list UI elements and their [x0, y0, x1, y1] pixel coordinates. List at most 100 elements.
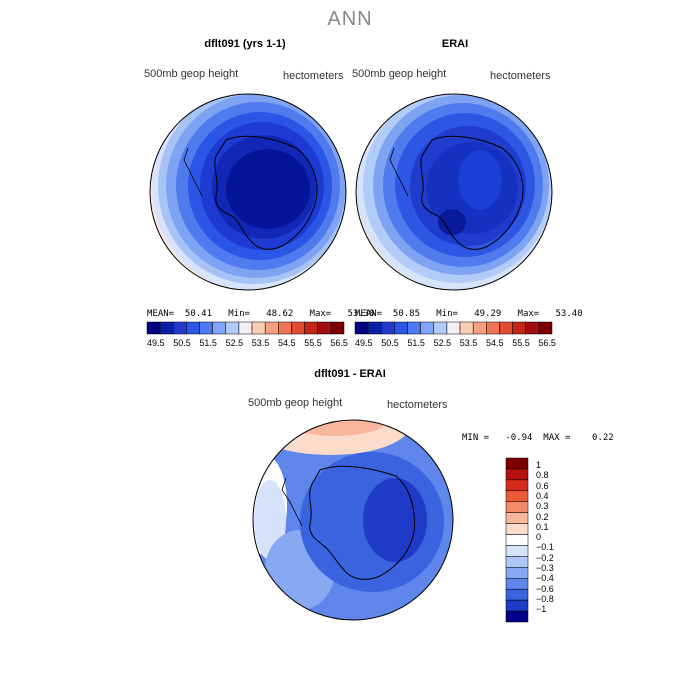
colorbar-swatch: [212, 321, 227, 335]
colorbar-swatch: [159, 321, 174, 335]
colorbar-tick-label: −1: [536, 604, 547, 615]
colorbar-tick-label: 51.5: [199, 338, 217, 348]
colorbar-swatch: [505, 545, 529, 557]
colorbar-swatch: [330, 321, 345, 335]
colorbar-swatch: [505, 599, 529, 612]
colorbar-tick-label: 54.5: [486, 338, 504, 348]
colorbar-swatch: [381, 321, 395, 335]
map-panel-3: [253, 420, 453, 620]
panel-1-title: dflt091 (yrs 1-1): [204, 38, 286, 50]
colorbar-tick-label: 53.5: [251, 338, 270, 348]
colorbar-tick-label: 55.5: [512, 338, 530, 348]
map-1-border: [149, 93, 347, 291]
colorbar-panel-2: [354, 321, 553, 335]
colorbar-swatch: [407, 321, 421, 335]
colorbar-tick-label: −0.8: [536, 593, 554, 604]
colorbar-swatch: [505, 578, 529, 590]
colorbar-swatch: [354, 321, 369, 335]
colorbar-swatch: [505, 501, 529, 513]
map-panel-2: [356, 94, 552, 290]
colorbar-tick-label: 50.5: [173, 338, 191, 348]
panel-3-title: dflt091 - ERAI: [314, 368, 386, 380]
colorbar-tick-label: 0.6: [536, 480, 549, 491]
colorbar-swatch: [186, 321, 200, 335]
colorbar-tick-label: 49.5: [355, 338, 373, 348]
colorbar-swatch: [505, 468, 529, 481]
colorbar-tick-label: −0.1: [536, 542, 554, 553]
colorbar-swatch: [238, 321, 253, 335]
colorbar-tick-label: 0.8: [536, 470, 549, 481]
colorbar-swatch: [433, 321, 448, 335]
colorbar-swatch: [505, 588, 529, 601]
colorbar-swatch: [446, 321, 461, 335]
colorbar-tick-label: 52.5: [433, 338, 452, 348]
colorbar-tick-label: 50.5: [381, 338, 399, 348]
colorbar-tick-label: 56.5: [330, 338, 348, 348]
colorbar-swatch: [225, 321, 240, 335]
panel-3-units-label: hectometers: [387, 399, 448, 411]
colorbar-tick-label: 54.5: [278, 338, 296, 348]
colorbar-swatch: [394, 321, 408, 335]
colorbar-swatch: [505, 534, 529, 546]
colorbar-tick-label: 0: [536, 532, 542, 543]
colorbar-tick-label: 0.3: [536, 501, 549, 512]
colorbar-tick-label: 55.5: [304, 338, 322, 348]
colorbar-swatch: [499, 321, 513, 335]
map-panel-1: [150, 94, 346, 290]
colorbar-tick-label: −0.3: [536, 563, 554, 573]
antarctica-coastline-1: [214, 135, 318, 250]
colorbar-tick-label: 52.5: [225, 338, 244, 348]
panel-1-stats: MEAN= 50.41 Min= 48.62 Max= 53.30: [147, 309, 375, 319]
colorbar-swatch: [199, 321, 213, 335]
colorbar-swatch: [505, 490, 529, 502]
colorbar-swatch: [291, 321, 305, 335]
colorbar-swatch: [505, 512, 529, 524]
panel-2-title: ERAI: [441, 38, 469, 50]
colorbar-swatch: [505, 457, 529, 470]
colorbar-tick-label: 53.5: [459, 338, 478, 348]
colorbar-swatch: [486, 321, 500, 335]
colorbar-swatch: [317, 321, 332, 335]
colorbar-swatch: [367, 321, 382, 335]
colorbar-tick-label: 0.4: [536, 490, 549, 501]
map-3-border: [252, 419, 454, 621]
colorbar-swatch: [304, 321, 318, 335]
colorbar-tick-label: 49.5: [147, 338, 165, 348]
colorbar-tick-label: −0.4: [536, 573, 554, 584]
antarctica-coastline-3: [309, 465, 415, 580]
panel-2-units-label: hectometers: [490, 70, 551, 82]
colorbar-tick-label: −0.2: [536, 552, 554, 563]
colorbar-swatch: [173, 321, 187, 335]
figure-title: ANN: [327, 8, 373, 30]
colorbar-swatch: [512, 321, 526, 335]
colorbar-swatch: [505, 556, 529, 568]
colorbar-swatch: [251, 321, 266, 335]
colorbar-swatch: [278, 321, 292, 335]
colorbar-swatch: [146, 321, 161, 335]
panel-3-variable-label: 500mb geop height: [248, 397, 343, 409]
colorbar-swatch: [505, 610, 529, 623]
colorbar-tick-label: 51.5: [407, 338, 425, 348]
colorbar-tick-label: 1: [536, 460, 542, 470]
colorbar-swatch: [525, 321, 540, 335]
colorbar-tick-label: 0.2: [536, 511, 549, 522]
antarctica-coastline-2: [420, 135, 524, 250]
colorbar-tick-label: 0.1: [536, 521, 549, 532]
panel-2-variable-label: 500mb geop height: [352, 68, 447, 80]
colorbar-swatch: [505, 567, 529, 579]
colorbar-swatch: [472, 321, 487, 335]
colorbar-tick-label: −0.6: [536, 583, 554, 594]
panel-2-stats: MEAN= 50.85 Min= 49.29 Max= 53.40: [355, 309, 583, 319]
colorbar-swatch: [420, 321, 435, 335]
panel-1-variable-label: 500mb geop height: [144, 68, 239, 80]
map-2-border: [355, 93, 553, 291]
panel-1-units-label: hectometers: [283, 70, 344, 82]
panel-3-stats: MIN = -0.94 MAX = 0.22: [462, 433, 614, 443]
colorbar-tick-label: 56.5: [538, 338, 556, 348]
colorbar-swatch: [538, 321, 553, 335]
colorbar-swatch: [264, 321, 279, 335]
colorbar-swatch: [505, 523, 529, 535]
colorbar-panel-3: [505, 457, 529, 623]
colorbar-swatch: [459, 321, 474, 335]
